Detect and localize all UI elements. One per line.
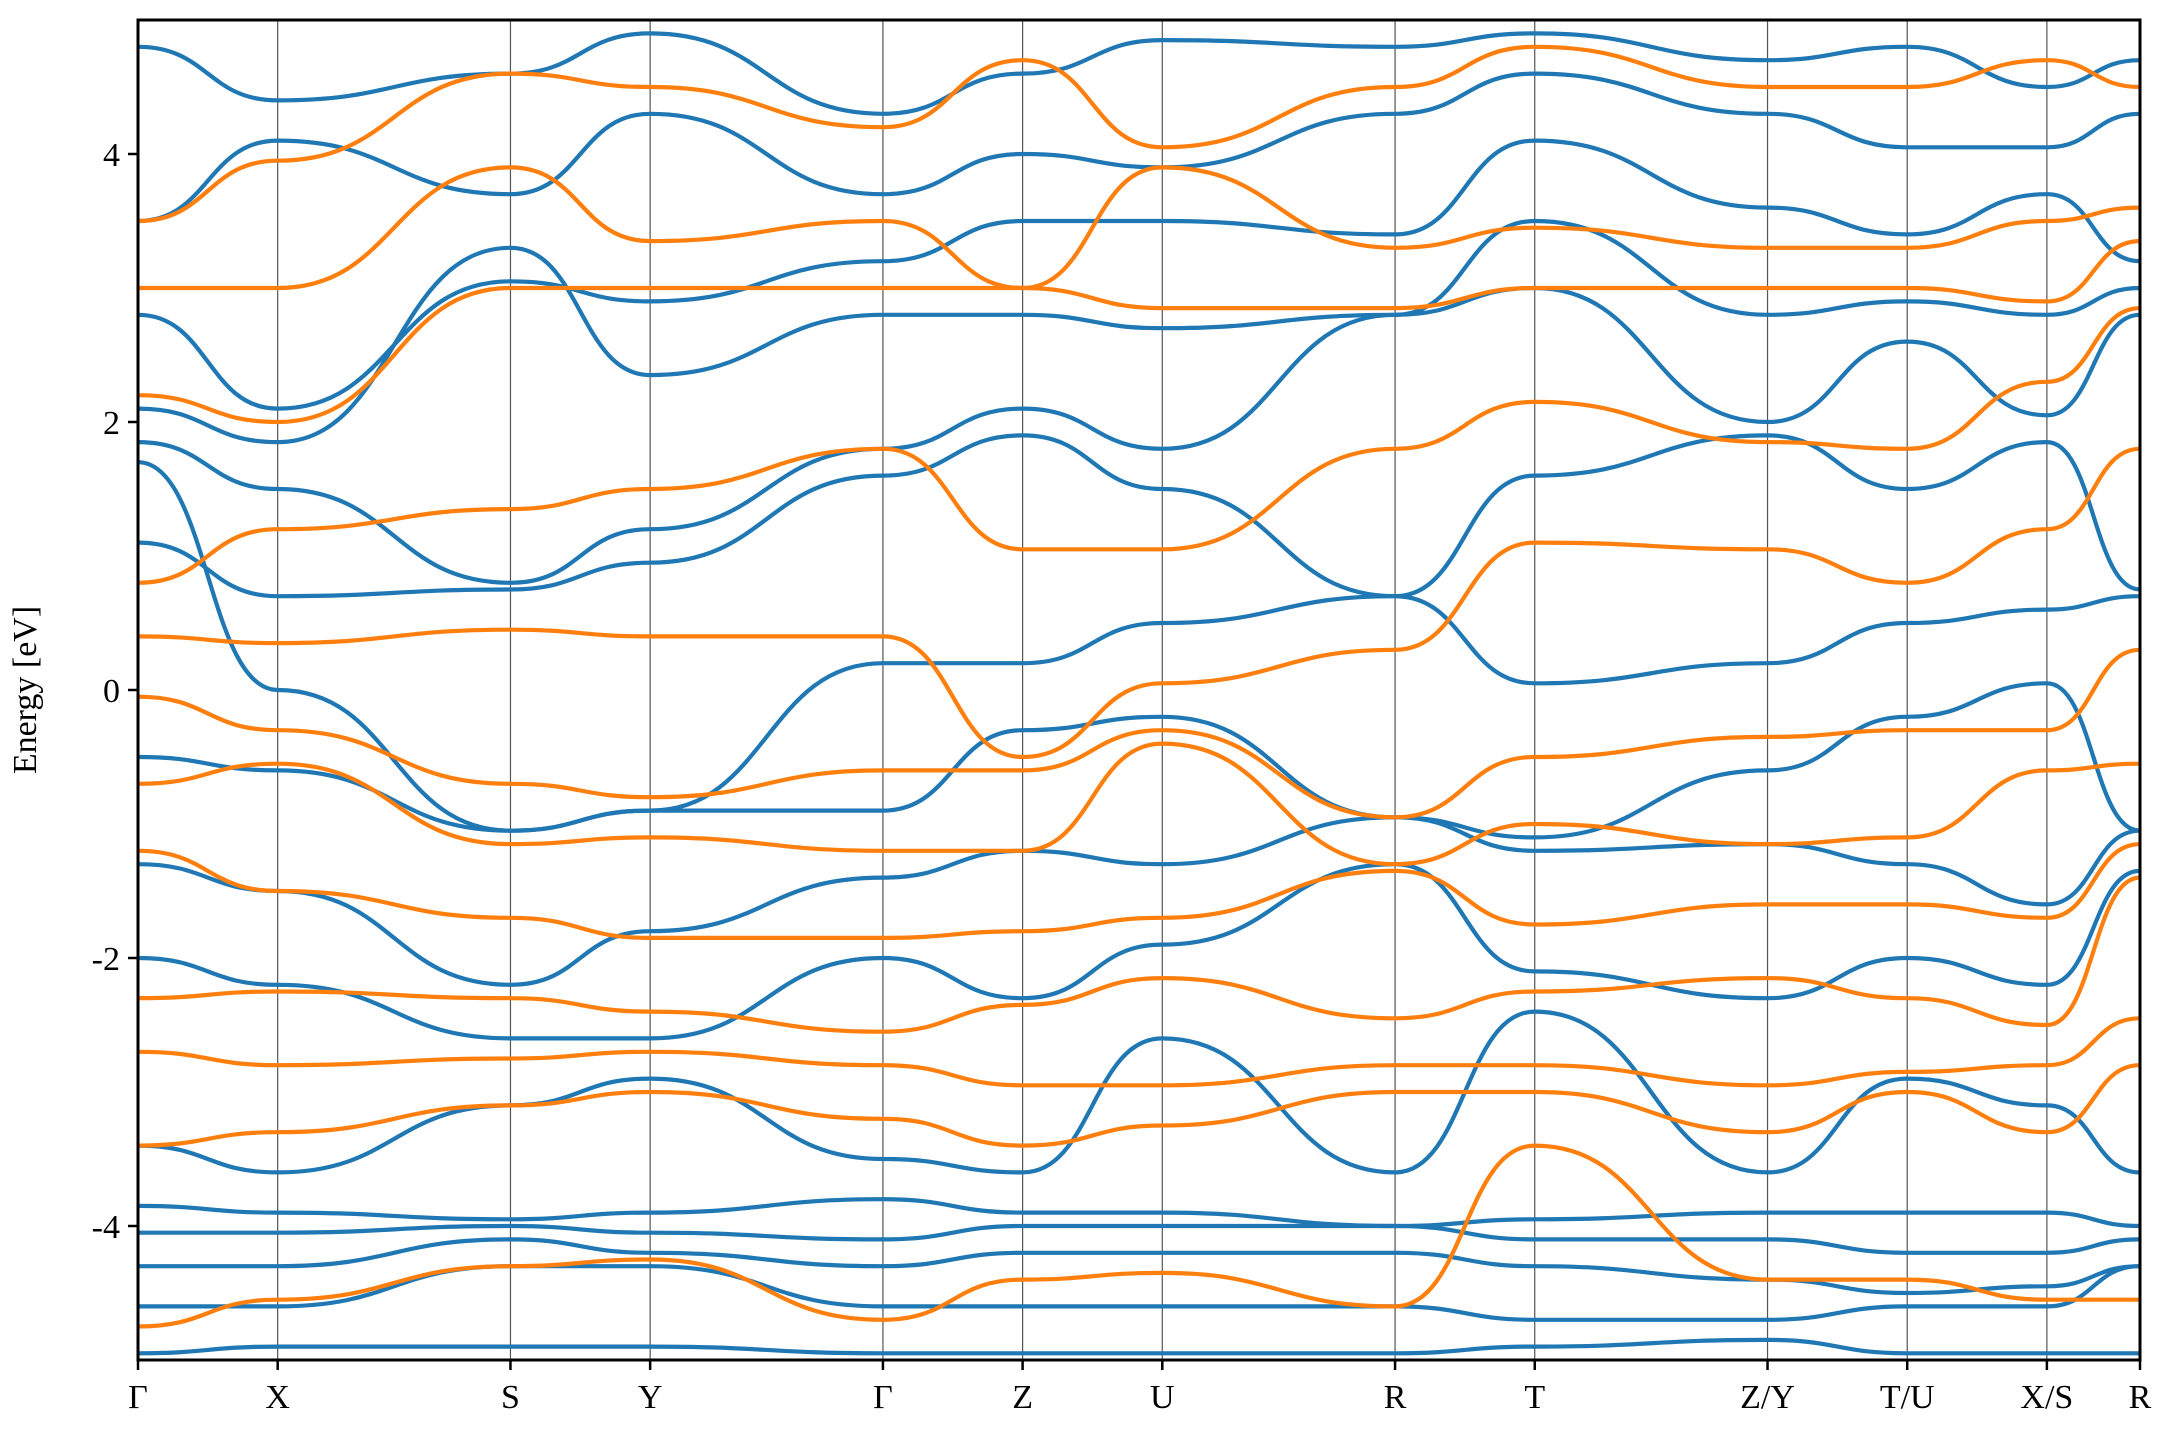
band-line-s0-13 xyxy=(138,138,2140,411)
band-line-s0-10 xyxy=(138,433,2140,599)
x-axis: Γ X S Y Γ Z U R T Z/Y T/U X/S R xyxy=(128,1360,2152,1416)
y-axis: -4 -2 0 2 4 xyxy=(92,137,138,1246)
band-line-s1-0 xyxy=(138,1143,2140,1329)
x-tick-label-8: T xyxy=(1524,1379,1545,1416)
band-line-s1-1 xyxy=(138,1063,2140,1148)
band-line-s0-0 xyxy=(138,1337,2140,1356)
x-tick-label-4: Γ xyxy=(873,1379,893,1416)
band-line-s1-10 xyxy=(138,165,2140,291)
band-line-s0-4 xyxy=(138,1197,2140,1229)
x-tick-label-11: X/S xyxy=(2020,1379,2073,1416)
band-lines xyxy=(138,31,2140,1356)
y-tick-label-2: 0 xyxy=(103,673,120,710)
x-tick-label-2: S xyxy=(501,1379,520,1416)
band-line-s1-4 xyxy=(138,842,2140,941)
x-tick-label-0: Γ xyxy=(128,1379,148,1416)
band-line-s0-11 xyxy=(138,285,2140,585)
band-line-s1-11 xyxy=(138,44,2140,224)
x-tick-label-6: U xyxy=(1150,1379,1175,1416)
y-tick-label-3: 2 xyxy=(103,405,120,442)
band-line-s1-6 xyxy=(138,647,2140,820)
y-tick-label-4: 4 xyxy=(103,137,120,174)
band-line-s0-6 xyxy=(138,862,2140,1041)
y-axis-label: Energy [eV] xyxy=(7,606,44,774)
y-tick-label-0: -4 xyxy=(92,1209,120,1246)
x-tick-label-1: X xyxy=(265,1379,290,1416)
band-line-s0-15 xyxy=(138,31,2140,116)
band-line-s1-8 xyxy=(138,306,2140,585)
kpath-divider-lines xyxy=(277,20,2048,1360)
band-line-s0-5 xyxy=(138,1009,2140,1175)
band-line-s1-7 xyxy=(138,446,2140,760)
x-tick-label-10: T/U xyxy=(1880,1379,1935,1416)
band-line-s1-3 xyxy=(138,875,2140,1034)
band-line-s0-9 xyxy=(138,460,2140,833)
x-tick-label-7: R xyxy=(1384,1379,1407,1416)
band-line-s0-3 xyxy=(138,1223,2140,1255)
band-line-s0-8 xyxy=(138,681,2140,840)
band-line-s0-14 xyxy=(138,71,2140,224)
band-line-s1-2 xyxy=(138,1016,2140,1088)
band-line-s1-5 xyxy=(138,741,2140,867)
x-tick-label-3: Y xyxy=(638,1379,663,1416)
y-tick-label-1: -2 xyxy=(92,941,120,978)
band-line-s1-9 xyxy=(138,239,2140,425)
x-tick-label-12: R xyxy=(2129,1379,2152,1416)
band-line-s0-12 xyxy=(138,218,2140,445)
band-line-s0-2 xyxy=(138,1237,2140,1296)
x-tick-label-5: Z xyxy=(1012,1379,1033,1416)
band-line-s0-7 xyxy=(138,815,2140,987)
x-tick-label-9: Z/Y xyxy=(1740,1379,1795,1416)
